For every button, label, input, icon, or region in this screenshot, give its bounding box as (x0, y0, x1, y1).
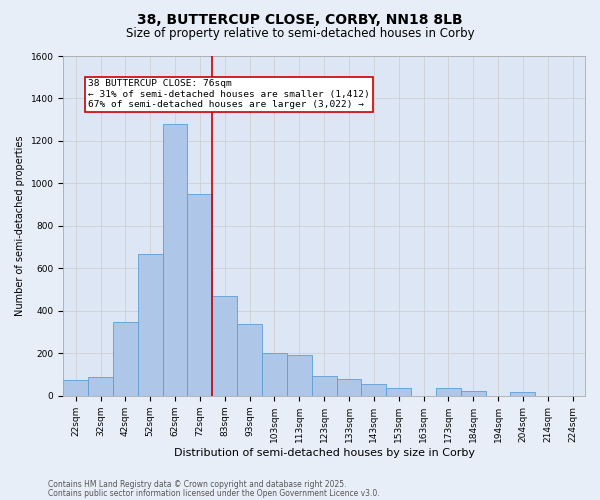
Bar (187, 194, 212, 396)
X-axis label: Distribution of semi-detached houses by size in Corby: Distribution of semi-detached houses by … (173, 448, 475, 458)
Bar (511, 392, 535, 396)
Bar (361, 384, 386, 396)
Text: 38 BUTTERCUP CLOSE: 76sqm
← 31% of semi-detached houses are smaller (1,412)
67% : 38 BUTTERCUP CLOSE: 76sqm ← 31% of semi-… (88, 80, 370, 109)
Bar (138, 254, 163, 396)
Text: Size of property relative to semi-detached houses in Corby: Size of property relative to semi-detach… (125, 28, 475, 40)
Bar (113, 322, 138, 396)
Text: 38, BUTTERCUP CLOSE, CORBY, NN18 8LB: 38, BUTTERCUP CLOSE, CORBY, NN18 8LB (137, 12, 463, 26)
Y-axis label: Number of semi-detached properties: Number of semi-detached properties (15, 136, 25, 316)
Bar (163, 124, 187, 396)
Bar (436, 388, 461, 396)
Bar (337, 379, 361, 396)
Bar (237, 324, 262, 396)
Bar (461, 390, 485, 396)
Bar (262, 354, 287, 396)
Text: Contains public sector information licensed under the Open Government Licence v3: Contains public sector information licen… (48, 488, 380, 498)
Bar (88, 376, 113, 396)
Bar (287, 356, 312, 396)
Bar (212, 296, 237, 396)
Bar (312, 376, 337, 396)
Text: Contains HM Land Registry data © Crown copyright and database right 2025.: Contains HM Land Registry data © Crown c… (48, 480, 347, 489)
Bar (386, 388, 411, 396)
Bar (63, 380, 88, 396)
